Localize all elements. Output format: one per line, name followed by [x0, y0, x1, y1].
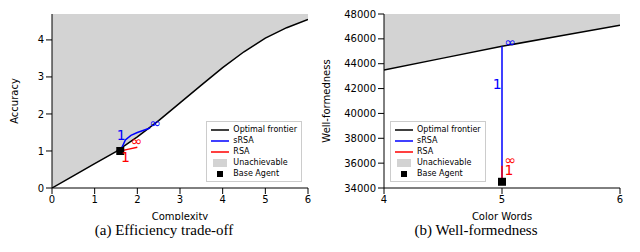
html-text:Unachievable: Unachievable: [233, 158, 288, 167]
svg-text:38000: 38000: [344, 133, 376, 144]
svg-text:1: 1: [117, 127, 126, 143]
html-text:RSA: RSA: [233, 147, 250, 156]
svg-text:3: 3: [177, 194, 183, 205]
svg-text:0: 0: [38, 183, 44, 194]
html-text:Optimal frontier: Optimal frontier: [417, 125, 481, 134]
svg-text:2: 2: [38, 109, 44, 120]
html-text:Base Agent: Base Agent: [233, 169, 279, 178]
html-text:sRSA: sRSA: [417, 136, 438, 145]
svg-text:Complexity: Complexity: [152, 211, 209, 220]
svg-text:∞: ∞: [149, 115, 161, 131]
svg-text:Color Words: Color Words: [472, 211, 532, 220]
svg-text:1: 1: [504, 161, 514, 178]
html-text:sRSA: sRSA: [233, 136, 254, 145]
svg-text:∞: ∞: [504, 152, 516, 168]
svg-text:6: 6: [305, 194, 311, 205]
svg-text:1: 1: [91, 194, 97, 205]
svg-text:4: 4: [219, 194, 225, 205]
html-text:Base Agent: Base Agent: [417, 169, 463, 178]
svg-text:1: 1: [121, 149, 130, 165]
svg-text:3: 3: [38, 71, 44, 82]
svg-text:4: 4: [381, 194, 387, 205]
svg-text:5: 5: [499, 194, 505, 205]
svg-text:∞: ∞: [504, 34, 516, 50]
html-text:(a) Efficiency trade-off: (a) Efficiency trade-off: [94, 222, 234, 238]
html-text:RSA: RSA: [417, 147, 434, 156]
svg-text:34000: 34000: [344, 183, 376, 194]
svg-text:0: 0: [49, 194, 55, 205]
svg-text:4: 4: [38, 34, 44, 45]
html-text:(b) Well-formedness: (b) Well-formedness: [414, 222, 538, 238]
svg-text:48000: 48000: [344, 9, 376, 20]
svg-text:40000: 40000: [344, 108, 376, 119]
svg-text:2: 2: [134, 194, 140, 205]
svg-text:1: 1: [493, 76, 502, 92]
svg-text:44000: 44000: [344, 58, 376, 69]
svg-text:5: 5: [262, 194, 268, 205]
svg-text:6: 6: [617, 194, 623, 205]
svg-text:36000: 36000: [344, 158, 376, 169]
svg-text:46000: 46000: [344, 33, 376, 44]
svg-text:∞: ∞: [131, 133, 143, 149]
html-text:Optimal frontier: Optimal frontier: [233, 125, 297, 134]
html-text:Unachievable: Unachievable: [417, 158, 472, 167]
svg-text:42000: 42000: [344, 83, 376, 94]
svg-text:Accuracy: Accuracy: [9, 78, 20, 124]
svg-text:1: 1: [38, 146, 44, 157]
svg-text:Well-formedness: Well-formedness: [321, 59, 332, 142]
